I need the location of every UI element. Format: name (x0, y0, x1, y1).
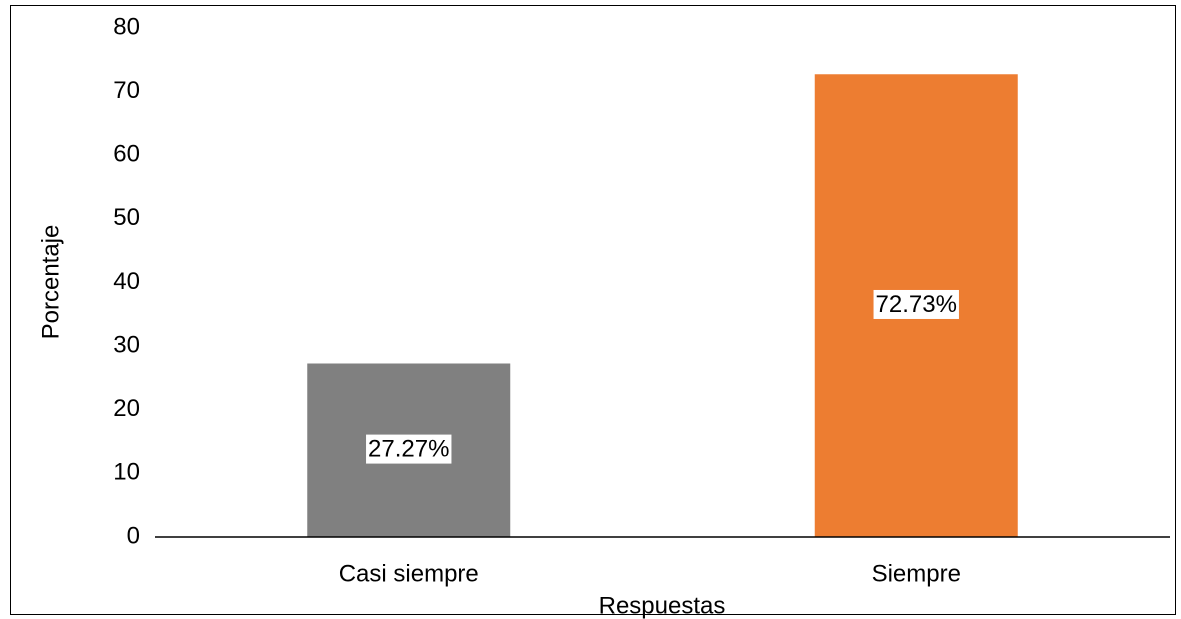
y-tick-label: 40 (113, 268, 140, 295)
y-tick-label: 10 (113, 459, 140, 486)
x-tick-label: Casi siempre (339, 560, 479, 587)
value-label: 72.73% (876, 291, 957, 318)
y-tick-label: 60 (113, 141, 140, 168)
y-tick-label: 50 (113, 204, 140, 231)
value-label-bg (873, 289, 959, 319)
y-tick-label: 0 (127, 522, 140, 549)
y-tick-label: 30 (113, 331, 140, 358)
y-tick-label: 80 (113, 13, 140, 40)
x-tick-label: Siempre (872, 560, 961, 587)
y-axis-label: Porcentaje (37, 225, 64, 340)
y-tick-label: 20 (113, 395, 140, 422)
value-label: 27.27% (368, 436, 449, 463)
y-tick-label: 70 (113, 77, 140, 104)
x-axis-label: Respuestas (599, 592, 726, 619)
value-label-bg (366, 434, 452, 464)
